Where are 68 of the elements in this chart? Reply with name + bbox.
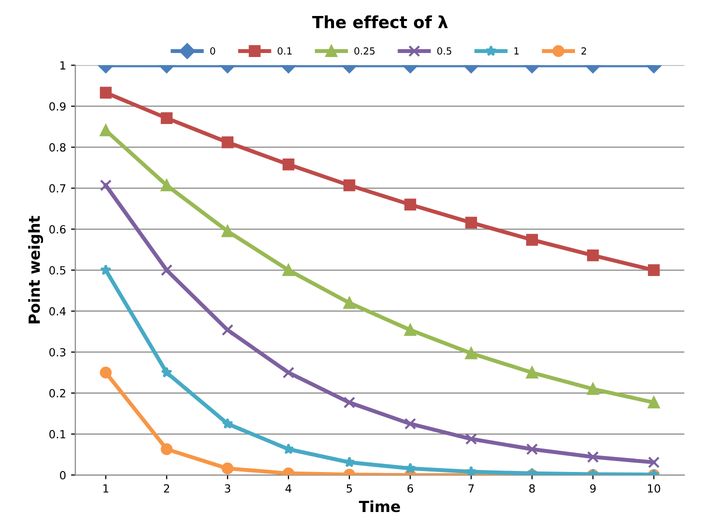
point [465,216,478,229]
point [282,158,294,170]
point [587,383,599,395]
y-tick-label: 0.5 [49,266,66,275]
point [222,136,234,148]
y-tick-label: 0 [60,470,66,480]
point [404,198,416,210]
y-tick-label: 0.7 [49,184,66,193]
y-tick-label: 0.4 [49,307,66,316]
point [343,179,356,192]
legend-label: 0 [210,47,216,55]
x-tick-label: 5 [346,484,352,493]
point [160,179,173,192]
point [282,366,294,378]
point [282,264,294,276]
y-tick-label: 0.9 [49,102,66,111]
point [404,418,416,430]
x-tick-label: 10 [648,484,660,493]
x-tick-label: 8 [529,484,535,493]
point [465,466,477,476]
y-tick-label: 0.6 [49,225,66,234]
point [222,324,234,336]
point [526,443,538,456]
point [526,366,538,378]
x-tick-label: 6 [407,484,414,493]
point [222,418,234,429]
point [343,297,356,309]
x-tick-label: 1 [103,484,108,492]
x-tick-label: 4 [285,484,292,492]
legend-label: 0.5 [437,47,452,55]
point [160,443,173,456]
y-tick-label: 0.1 [49,430,66,438]
point [100,179,112,192]
point [100,86,112,99]
point [161,366,172,378]
point [648,264,660,276]
point [100,366,112,378]
point [648,456,660,468]
y-tick-label: 0.3 [49,348,66,356]
legend-label: 1 [514,47,519,54]
point [160,112,173,124]
point [465,433,478,445]
point [648,396,660,408]
point [160,264,173,276]
point [222,225,234,238]
legend-label: 0.25 [354,47,375,55]
point [222,462,234,474]
point [587,249,599,262]
legend-label: 2 [581,47,586,54]
point [404,462,416,474]
y-axis-title: Point weight [28,216,44,324]
point [587,451,599,463]
point [100,124,112,136]
x-tick-label: 2 [164,484,170,492]
point [404,324,416,336]
point [465,347,478,360]
legend-label: 0.1 [278,47,292,55]
point [526,234,538,246]
x-axis-title: Time [358,500,400,512]
y-tick-label: 0.8 [49,143,66,152]
y-tick-label: 1 [60,61,66,70]
point [343,396,356,408]
chart-title: The effect of λ [312,15,448,28]
x-tick-label: 3 [224,484,230,493]
y-tick-label: 0.2 [49,389,66,398]
x-tick-label: 7 [468,484,474,492]
x-tick-label: 9 [590,484,596,493]
point [100,264,112,276]
